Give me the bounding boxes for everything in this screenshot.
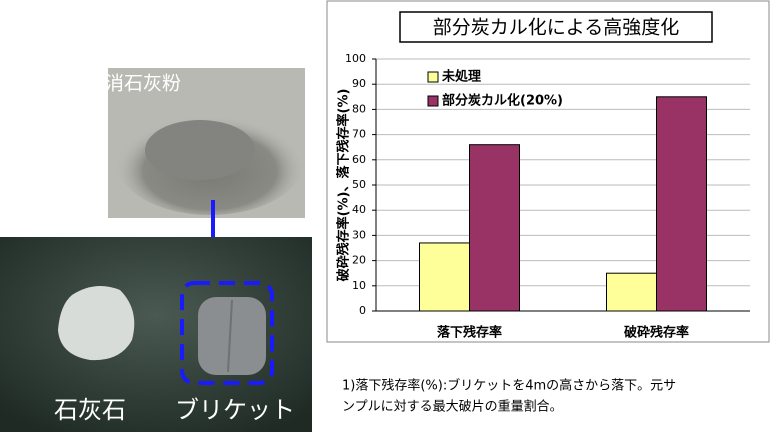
- powder-label: 消石灰粉: [105, 73, 181, 95]
- bar: [657, 97, 707, 311]
- legend-swatch: [428, 72, 438, 82]
- legend-label: 部分炭カル化(20%): [442, 93, 563, 109]
- bar: [420, 243, 470, 311]
- y-tick-label: 0: [359, 304, 366, 317]
- x-tick-label: 落下残存率: [437, 325, 502, 341]
- y-tick-label: 100: [345, 52, 366, 65]
- y-axis-label: 破砕残存率(%)、落下残存率(%): [336, 89, 352, 282]
- footnote: ンプルに対する最大破片の重量割合。: [342, 399, 563, 415]
- page: 消石灰粉 石灰石 ブリケット 部分炭カル化による高強度化 破砕残存率(%)、落下…: [0, 0, 771, 432]
- bar: [607, 273, 657, 311]
- briquette-label: ブリケット: [175, 396, 295, 424]
- x-tick-label: 破砕残存率: [624, 325, 689, 341]
- y-tick-label: 70: [352, 128, 366, 141]
- y-tick-label: 10: [352, 279, 366, 292]
- stone-label: 石灰石: [54, 396, 126, 424]
- y-tick-label: 90: [352, 77, 366, 90]
- y-tick-label: 60: [352, 153, 366, 166]
- y-tick-label: 30: [352, 228, 366, 241]
- y-tick-label: 20: [352, 254, 366, 267]
- legend-label: 未処理: [441, 69, 481, 85]
- y-tick-label: 80: [352, 102, 366, 115]
- chart-title: 部分炭カル化による高強度化: [433, 17, 679, 39]
- bar: [470, 145, 520, 311]
- y-tick-label: 40: [352, 203, 366, 216]
- y-tick-label: 50: [352, 178, 366, 191]
- legend-swatch: [428, 96, 438, 106]
- footnote: 1)落下残存率(%):ブリケットを4mの高さから落下。元サ: [342, 378, 676, 394]
